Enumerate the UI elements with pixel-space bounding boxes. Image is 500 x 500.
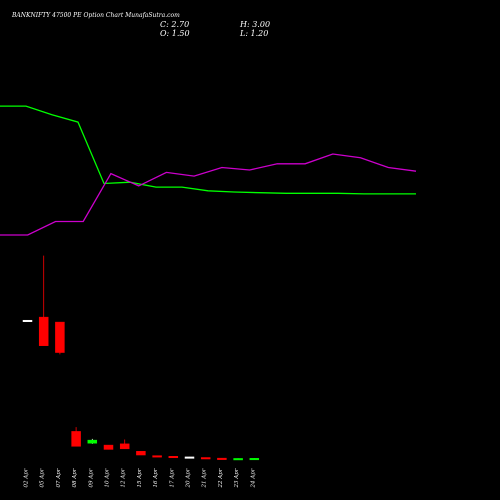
x-tick-label: 10 Apr bbox=[105, 468, 111, 487]
candle-body bbox=[119, 443, 130, 450]
candle-body bbox=[217, 457, 227, 460]
x-tick-label: 15 Apr bbox=[137, 468, 143, 487]
candle-body bbox=[200, 457, 211, 460]
candle-body bbox=[38, 316, 49, 346]
x-tick-label: 22 Apr bbox=[218, 468, 224, 488]
x-tick-label: 23 Apr bbox=[234, 468, 240, 488]
high-low-readout: H: 3.00 L: 1.20 bbox=[240, 20, 270, 38]
candle-body bbox=[55, 321, 65, 353]
x-tick-label: 20 Apr bbox=[186, 468, 192, 488]
low-value: L: 1.20 bbox=[240, 29, 269, 38]
candle-body bbox=[22, 319, 33, 322]
close-open-readout: C: 2.70 O: 1.50 bbox=[160, 20, 190, 38]
candle-body bbox=[103, 444, 114, 450]
x-tick-label: 09 Apr bbox=[88, 468, 94, 487]
close-value: C: 2.70 bbox=[160, 20, 190, 29]
overlay-line-purple bbox=[0, 153, 417, 236]
candle-body bbox=[184, 456, 195, 459]
x-tick-label: 05 Apr bbox=[40, 468, 46, 487]
candle-body bbox=[168, 456, 179, 459]
x-tick-label: 08 Apr bbox=[72, 468, 78, 487]
high-value: H: 3.00 bbox=[240, 20, 271, 29]
x-tick-label: 16 Apr bbox=[153, 468, 159, 487]
x-tick-label: 17 Apr bbox=[169, 468, 175, 487]
candle-body bbox=[87, 439, 98, 444]
candle-body bbox=[249, 458, 260, 461]
open-value: O: 1.50 bbox=[160, 29, 190, 38]
overlay-line-green bbox=[0, 105, 416, 195]
chart-title: BANKNIFTY 47500 PE Option Chart MunafaSu… bbox=[12, 12, 180, 19]
candle-body bbox=[152, 455, 162, 458]
candle-body bbox=[71, 431, 81, 447]
x-tick-label: 07 Apr bbox=[56, 468, 62, 487]
x-tick-label: 12 Apr bbox=[121, 468, 127, 487]
x-tick-label: 02 Apr bbox=[24, 468, 30, 487]
candle-body bbox=[233, 458, 243, 461]
x-tick-label: 21 Apr bbox=[202, 468, 208, 488]
candle-body bbox=[136, 451, 146, 456]
x-tick-label: 24 Apr bbox=[250, 468, 256, 488]
